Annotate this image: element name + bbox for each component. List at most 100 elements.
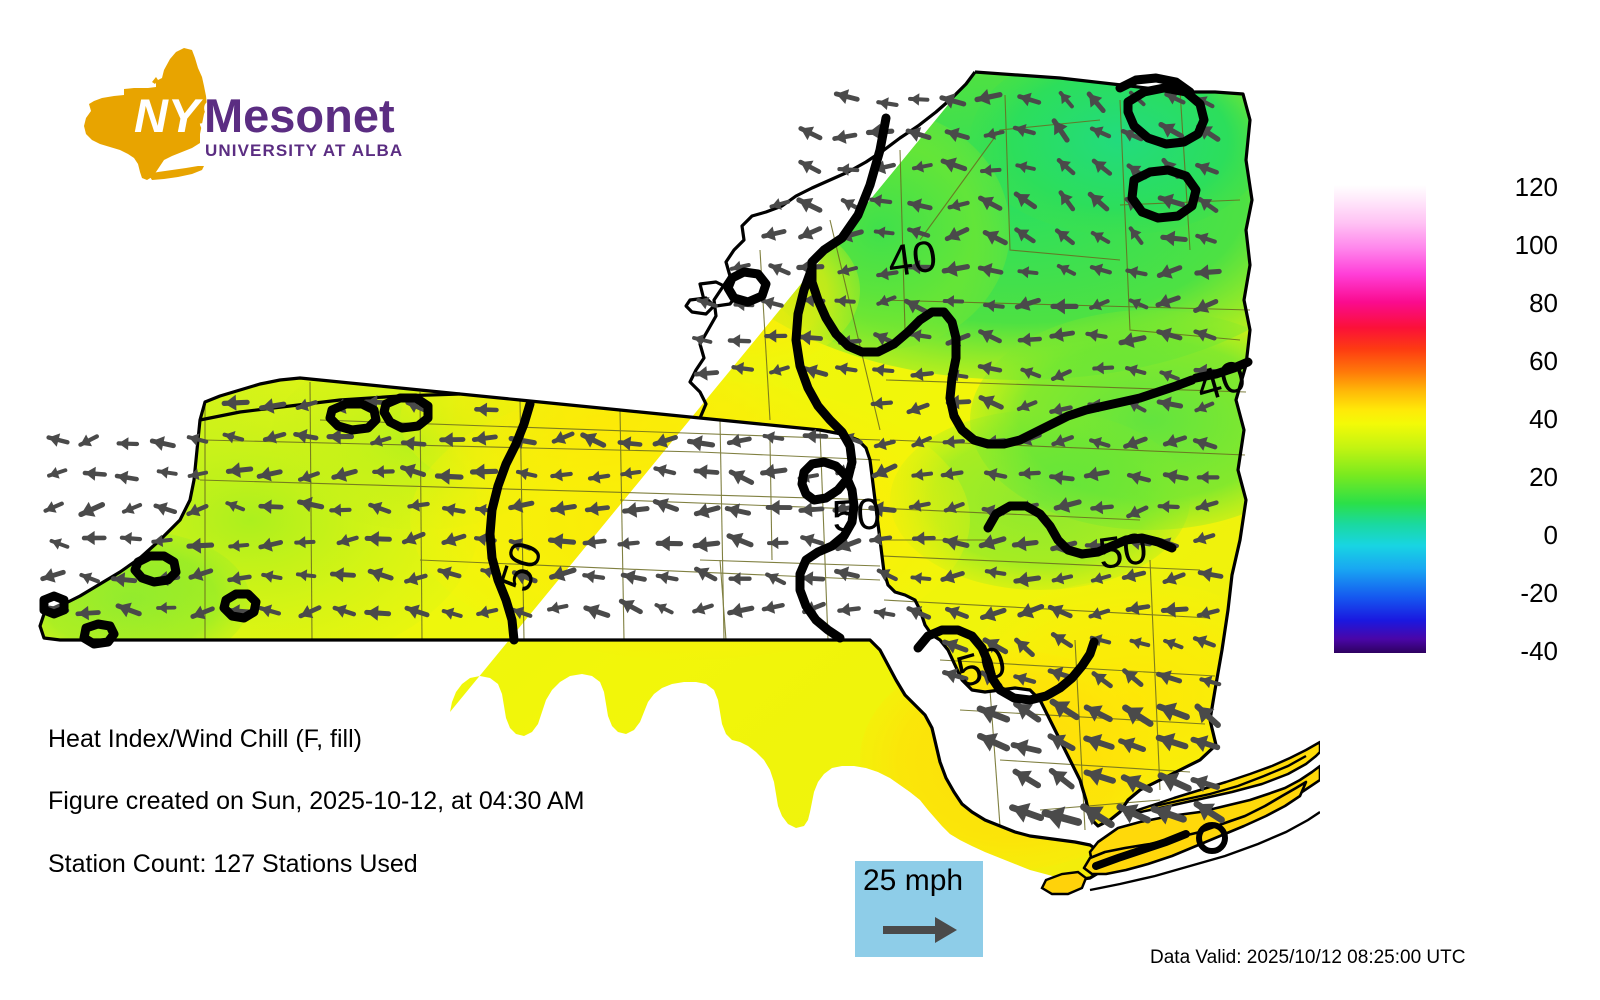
wind-barb — [119, 532, 143, 545]
wind-barb — [1126, 505, 1149, 519]
wind-barb — [43, 501, 64, 513]
wind-barb — [258, 398, 287, 414]
wind-barb — [980, 164, 1002, 177]
wind-barb — [1158, 121, 1185, 139]
wind-barb — [907, 226, 931, 240]
wind-barb — [834, 362, 858, 376]
wind-barb — [508, 497, 535, 513]
wind-barb — [587, 470, 611, 484]
wind-barb — [693, 366, 720, 381]
wind-barb — [227, 571, 252, 586]
wind-barb — [1193, 531, 1216, 545]
wind-barb — [368, 501, 392, 515]
wind-barb — [149, 436, 176, 451]
colorbar-tick-neg40: -40 — [1520, 636, 1558, 666]
wind-barb — [151, 534, 173, 547]
wind-barb — [1015, 161, 1036, 174]
wind-barb — [187, 468, 209, 481]
wind-barb — [188, 566, 214, 581]
wind-barb — [434, 468, 464, 485]
wind-barb — [474, 402, 499, 417]
wind-barb — [1089, 298, 1110, 311]
colorbar: 120 100 80 60 40 20 0 -20 -40 — [1330, 174, 1590, 670]
colorbar-tick-80: 80 — [1529, 288, 1558, 318]
wind-barb — [551, 431, 575, 444]
wind-barb — [1092, 361, 1115, 375]
wind-barb — [370, 434, 392, 447]
nys-mesonet-logo: NYS Mesonet UNIVERSITY AT ALBANY — [52, 44, 402, 194]
wind-barb — [1123, 435, 1148, 450]
wind-barb — [800, 533, 825, 548]
wind-barb — [947, 198, 970, 212]
wind-barb — [727, 602, 755, 619]
wind-barb — [692, 536, 721, 553]
wind-barb — [582, 535, 607, 549]
wind-barb — [225, 500, 246, 512]
wind-barb — [1049, 698, 1080, 721]
figure-created-text: Figure created on Sun, 2025-10-12, at 04… — [48, 787, 585, 815]
wind-barb — [1150, 804, 1187, 825]
wind-scale-label: 25 mph — [863, 864, 964, 897]
wind-barb — [941, 260, 970, 277]
colorbar-tick-60: 60 — [1529, 346, 1558, 376]
wind-barb — [837, 264, 858, 276]
wind-barb — [400, 463, 427, 479]
wind-barb — [942, 295, 965, 308]
wind-barb — [364, 531, 392, 547]
wind-barb — [1088, 607, 1111, 620]
wind-barb — [407, 498, 430, 512]
wind-barb — [1197, 567, 1224, 582]
wind-barb — [1050, 632, 1074, 649]
wind-barb — [765, 499, 793, 516]
contour-label-50-central: 50 — [830, 489, 882, 541]
wind-barb — [768, 263, 791, 276]
wind-barb — [1129, 637, 1151, 649]
wind-barb — [372, 465, 395, 479]
wind-barb — [1051, 434, 1075, 447]
wind-barb — [797, 330, 823, 346]
right-arrow-icon — [883, 917, 957, 943]
wind-barb — [837, 602, 861, 617]
wind-barb — [727, 334, 752, 348]
wind-barb — [1128, 298, 1149, 310]
wind-barb — [868, 501, 897, 518]
wind-barb — [876, 568, 898, 582]
wind-barb — [1012, 768, 1042, 789]
wind-barb — [1125, 601, 1151, 616]
wind-barb — [765, 572, 787, 586]
wind-barb — [1125, 364, 1147, 377]
wind-barb — [1091, 158, 1113, 176]
wind-barb — [582, 570, 606, 584]
wind-barb — [1160, 601, 1189, 618]
wind-barb — [978, 534, 1007, 550]
wind-barb — [1199, 675, 1222, 689]
wind-barb — [1018, 467, 1041, 480]
wind-barb — [550, 500, 577, 516]
wind-barb — [511, 569, 538, 585]
wind-barb — [979, 606, 1007, 622]
wind-barb — [1156, 396, 1184, 412]
wind-barb — [261, 570, 283, 583]
wind-barb — [1118, 332, 1147, 348]
wind-barb — [983, 299, 1005, 313]
wind-barb — [332, 604, 357, 618]
wind-barb — [295, 398, 318, 412]
wind-barb — [1083, 466, 1110, 482]
colorbar-tick-0: 0 — [1543, 520, 1558, 550]
wind-barb — [1118, 737, 1147, 754]
wind-barb — [620, 467, 642, 480]
wind-barb — [942, 638, 969, 654]
wind-barb — [190, 605, 215, 620]
wind-barb — [1013, 191, 1038, 210]
wind-barb — [911, 160, 933, 173]
wind-barb — [186, 433, 209, 446]
wind-barb — [760, 463, 788, 480]
wind-barb — [1192, 635, 1216, 649]
contour-lines — [39, 73, 1253, 705]
wind-barb — [547, 601, 569, 614]
wind-barb — [982, 637, 1009, 655]
wind-barb — [40, 568, 66, 583]
wind-scale-legend: 25 mph — [855, 861, 983, 957]
colorbar-tick-20: 20 — [1529, 462, 1558, 492]
wind-barb — [944, 127, 970, 142]
